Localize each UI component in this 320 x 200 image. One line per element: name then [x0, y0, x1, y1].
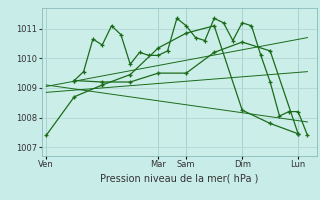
X-axis label: Pression niveau de la mer( hPa ): Pression niveau de la mer( hPa ) — [100, 173, 258, 183]
